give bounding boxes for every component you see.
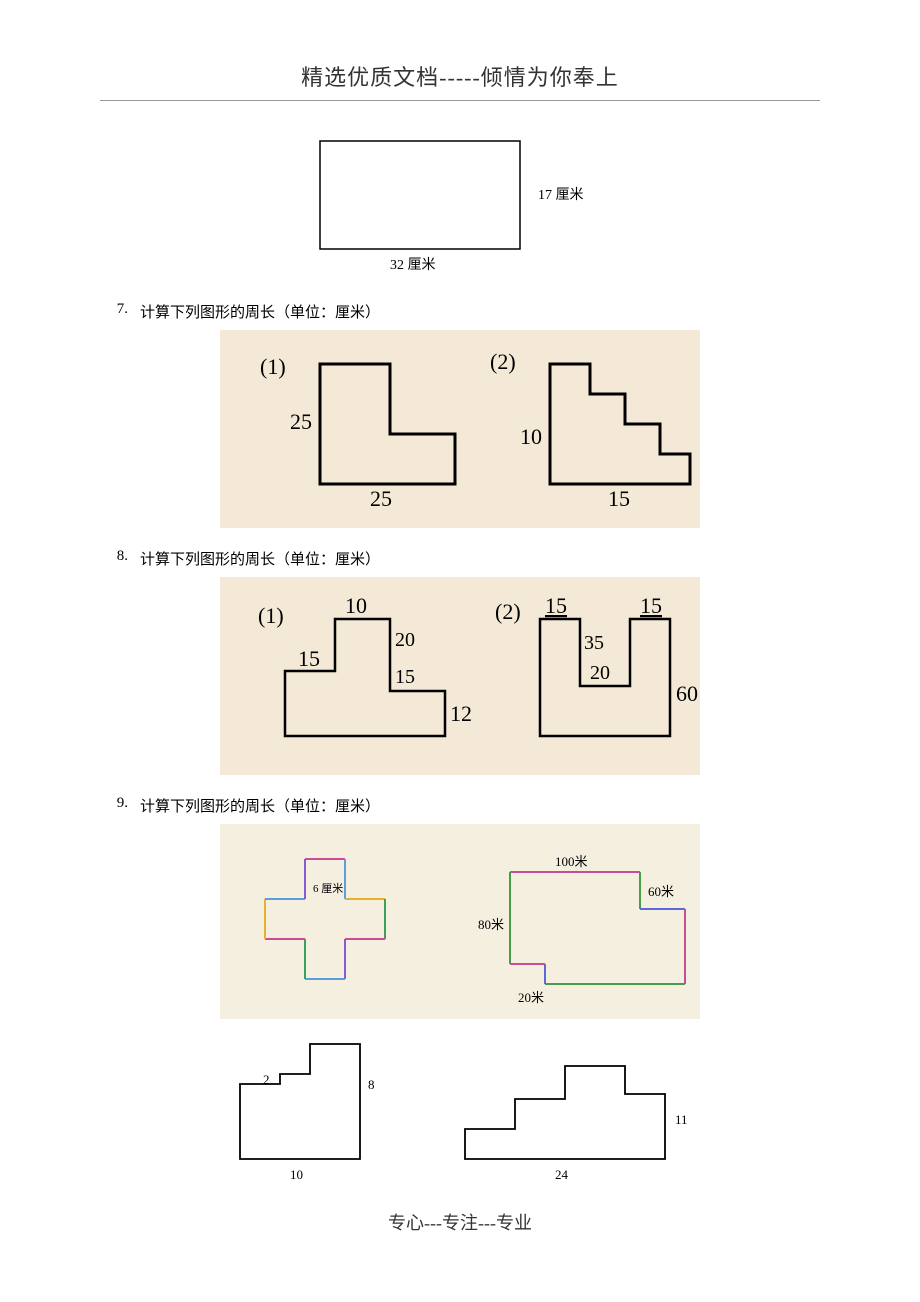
- svg-text:15: 15: [545, 593, 567, 618]
- page-footer: 专心---专注---专业: [100, 1209, 820, 1235]
- figure-rect: 17 厘米 32 厘米: [100, 131, 820, 281]
- svg-text:20: 20: [395, 629, 415, 651]
- q7-number: 7.: [100, 301, 140, 318]
- page-header: 精选优质文档-----倾情为你奉上: [100, 60, 820, 101]
- svg-text:60: 60: [676, 681, 698, 706]
- figure-7: (1) 25 25 (2) 10 15: [100, 330, 820, 528]
- svg-text:11: 11: [675, 1112, 688, 1127]
- svg-text:20: 20: [590, 662, 610, 684]
- svg-text:100米: 100米: [555, 854, 588, 869]
- svg-text:24: 24: [555, 1167, 569, 1182]
- svg-text:(1): (1): [258, 603, 284, 628]
- q7-svg: (1) 25 25 (2) 10 15: [250, 344, 710, 514]
- q7-text: 计算下列图形的周长（单位：厘米）: [140, 301, 380, 322]
- figure-9b: 2 8 10 11 24: [100, 1039, 820, 1189]
- svg-text:15: 15: [640, 593, 662, 618]
- svg-text:(1): (1): [260, 354, 286, 379]
- svg-text:35: 35: [584, 632, 604, 654]
- svg-text:15: 15: [608, 486, 630, 511]
- svg-text:(2): (2): [495, 599, 521, 624]
- svg-text:15: 15: [298, 646, 320, 671]
- q9b-svg: 2 8 10 11 24: [200, 1039, 720, 1189]
- svg-text:80米: 80米: [478, 917, 504, 932]
- q9a-svg: 6 厘米 100米 60米 20米 80米: [240, 834, 700, 1009]
- svg-text:10: 10: [520, 424, 542, 449]
- q8-text: 计算下列图形的周长（单位：厘米）: [140, 548, 380, 569]
- figure-8: (1) 10 20 15 15 12 (2) 15 15 35 20 60: [100, 577, 820, 775]
- question-9: 9. 计算下列图形的周长（单位：厘米）: [100, 795, 820, 816]
- q8-svg: (1) 10 20 15 15 12 (2) 15 15 35 20 60: [250, 591, 710, 761]
- figure-9a: 6 厘米 100米 60米 20米 80米: [100, 824, 820, 1019]
- question-8: 8. 计算下列图形的周长（单位：厘米）: [100, 548, 820, 569]
- q8-number: 8.: [100, 548, 140, 565]
- svg-text:15: 15: [395, 666, 415, 688]
- question-7: 7. 计算下列图形的周长（单位：厘米）: [100, 301, 820, 322]
- rect-diagram: 17 厘米 32 厘米: [290, 131, 630, 281]
- svg-text:20米: 20米: [518, 990, 544, 1005]
- q9-number: 9.: [100, 795, 140, 812]
- svg-text:10: 10: [290, 1167, 303, 1182]
- svg-text:10: 10: [345, 593, 367, 618]
- svg-text:6 厘米: 6 厘米: [313, 882, 343, 895]
- svg-text:25: 25: [290, 409, 312, 434]
- rect-w-label: 32 厘米: [390, 257, 436, 273]
- svg-text:25: 25: [370, 486, 392, 511]
- svg-text:8: 8: [368, 1077, 375, 1092]
- svg-text:2: 2: [263, 1072, 270, 1087]
- document-page: 精选优质文档-----倾情为你奉上 17 厘米 32 厘米 7. 计算下列图形的…: [0, 0, 920, 1275]
- q9-text: 计算下列图形的周长（单位：厘米）: [140, 795, 380, 816]
- rect-h-label: 17 厘米: [538, 187, 584, 203]
- svg-text:60米: 60米: [648, 884, 674, 899]
- svg-text:12: 12: [450, 701, 472, 726]
- svg-text:(2): (2): [490, 349, 516, 374]
